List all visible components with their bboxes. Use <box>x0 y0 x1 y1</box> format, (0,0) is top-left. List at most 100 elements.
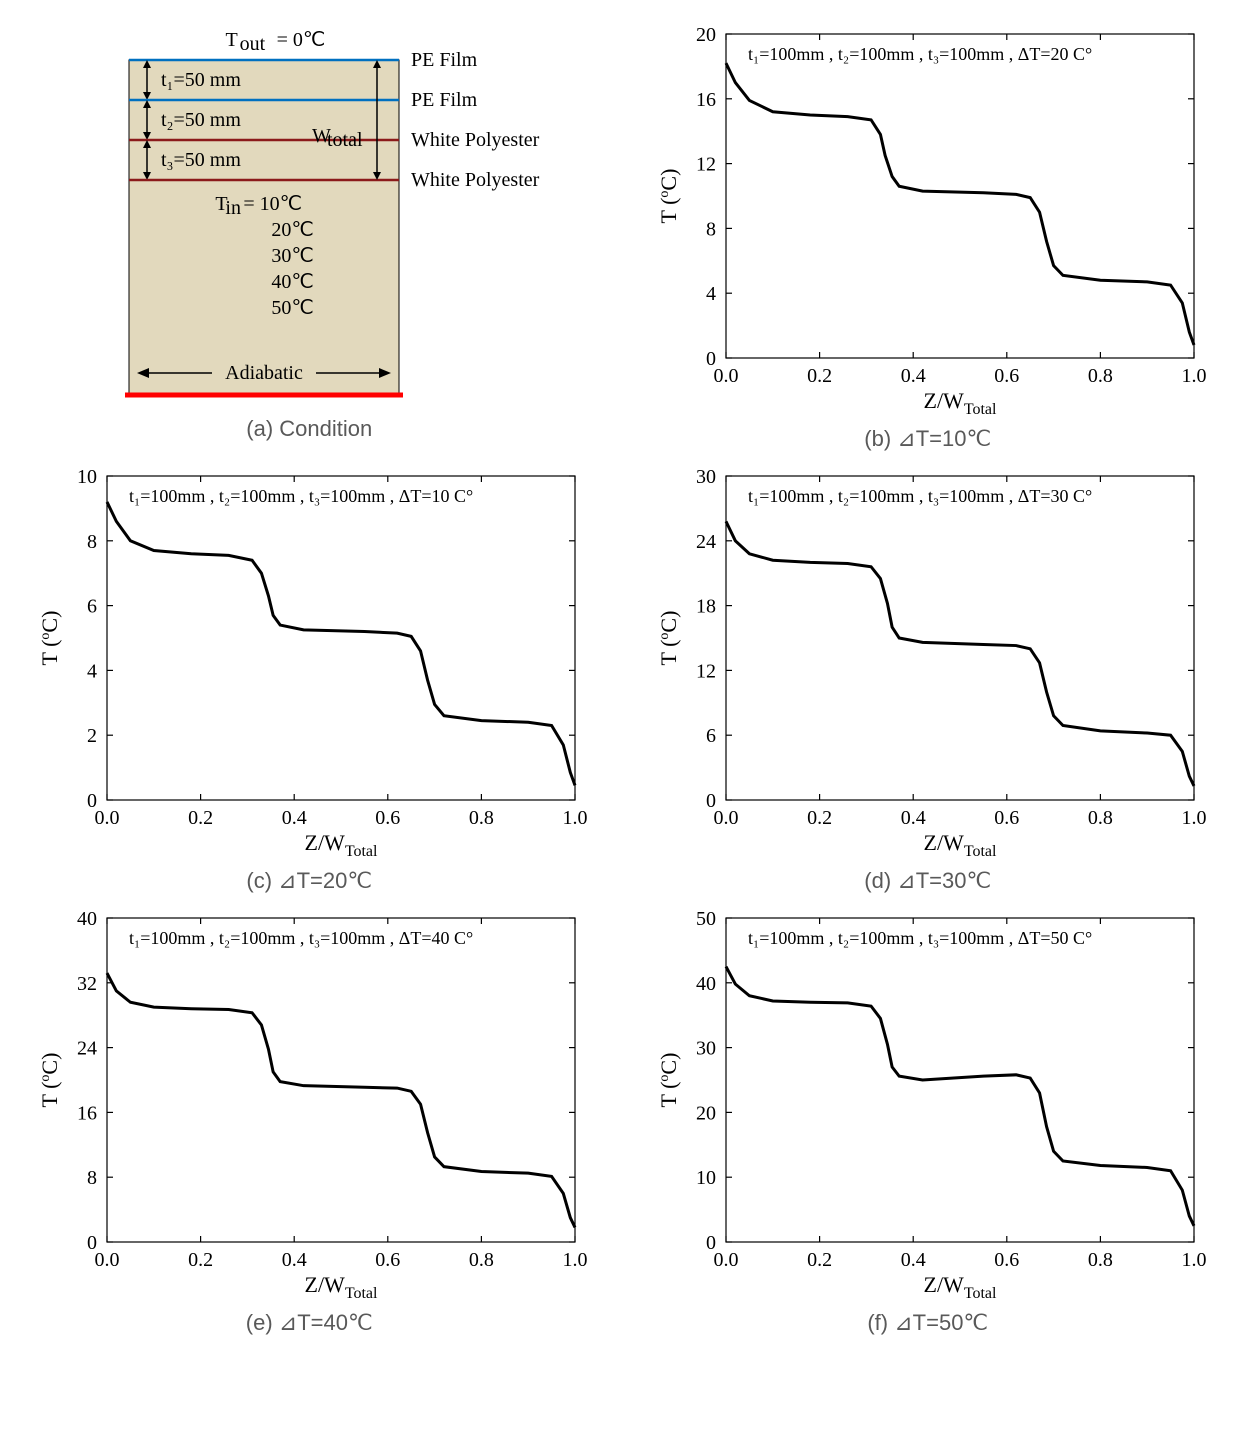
svg-text:0: 0 <box>87 790 97 812</box>
chart-d-svg: 0.0 0.2 0.4 0.6 0.8 1.0 0 6 12 18 24 30 Z/WTotal T (o… <box>648 462 1208 862</box>
svg-text:in: in <box>226 197 242 219</box>
svg-text:6: 6 <box>706 725 716 747</box>
svg-text:0.2: 0.2 <box>188 1249 213 1271</box>
svg-text:0: 0 <box>706 348 716 370</box>
svg-text:1.0: 1.0 <box>1181 807 1206 829</box>
svg-text:T (oC): T (oC) <box>656 1053 681 1108</box>
svg-text:White Polyester: White Polyester <box>411 169 540 191</box>
svg-text:30: 30 <box>696 466 716 488</box>
svg-text:0.6: 0.6 <box>994 1249 1019 1271</box>
svg-text:0.4: 0.4 <box>900 807 925 829</box>
svg-text:t₃=50 mm: t₃=50 mm <box>161 149 241 171</box>
caption-f: (f) ⊿T=50℃ <box>867 1310 988 1336</box>
svg-text:0.8: 0.8 <box>1088 1249 1113 1271</box>
svg-text:10: 10 <box>77 466 97 488</box>
svg-text:0.6: 0.6 <box>994 807 1019 829</box>
svg-text:Z/WTotal: Z/WTotal <box>923 388 997 418</box>
diagram-condition: Tout = 0℃PE Filmt₁=50 mmPE Filmt₂=50 mmW… <box>69 20 549 410</box>
svg-text:0: 0 <box>87 1232 97 1254</box>
svg-text:t₁=100mm , t₂=100mm , t₃=100mm: t₁=100mm , t₂=100mm , t₃=100mm , ΔT=40 C… <box>129 928 473 948</box>
panel-c: 0.00.20.40.60.81.00246810Z/WTotalT (oC)t… <box>10 462 609 894</box>
panel-b: 0.00.20.40.60.81.0048121620Z/WTotalT (oC… <box>629 20 1228 452</box>
svg-text:= 10℃: = 10℃ <box>244 193 303 215</box>
svg-text:0.0: 0.0 <box>713 1249 738 1271</box>
panel-d: 0.0 0.2 0.4 0.6 0.8 1.0 0 6 12 18 24 30 Z/WTotal T (o… <box>629 462 1228 894</box>
svg-text:t₂=50 mm: t₂=50 mm <box>161 109 241 131</box>
svg-text:0.6: 0.6 <box>376 1249 401 1271</box>
svg-text:0.0: 0.0 <box>95 1249 120 1271</box>
svg-text:0.8: 0.8 <box>469 807 494 829</box>
svg-text:Z/WTotal: Z/WTotal <box>923 1272 997 1302</box>
svg-text:PE Film: PE Film <box>411 49 478 71</box>
svg-text:32: 32 <box>77 973 97 995</box>
svg-text:0.0: 0.0 <box>95 807 120 829</box>
svg-text:0.4: 0.4 <box>282 1249 307 1271</box>
chart-c: 0.00.20.40.60.81.00246810Z/WTotalT (oC)t… <box>29 462 589 862</box>
chart-b-svg: 0.00.20.40.60.81.0048121620Z/WTotalT (oC… <box>648 20 1208 420</box>
svg-text:30: 30 <box>696 1038 716 1060</box>
caption-e: (e) ⊿T=40℃ <box>246 1310 373 1336</box>
svg-text:24: 24 <box>696 531 716 553</box>
panel-e: 0.00.20.40.60.81.00816243240Z/WTotalT (o… <box>10 904 609 1336</box>
svg-text:Adiabatic: Adiabatic <box>225 362 303 384</box>
chart-b: 0.00.20.40.60.81.0048121620Z/WTotalT (oC… <box>648 20 1208 420</box>
svg-text:White Polyester: White Polyester <box>411 129 540 151</box>
svg-text:50℃: 50℃ <box>272 297 314 319</box>
svg-text:1.0: 1.0 <box>1181 1249 1206 1271</box>
svg-text:0.8: 0.8 <box>1088 807 1113 829</box>
chart-d: 0.0 0.2 0.4 0.6 0.8 1.0 0 6 12 18 24 30 Z/WTotal T (o… <box>648 462 1208 862</box>
svg-text:20: 20 <box>696 1102 716 1124</box>
svg-text:T (oC): T (oC) <box>656 169 681 224</box>
svg-text:1.0: 1.0 <box>1181 365 1206 387</box>
caption-d: (d) ⊿T=30℃ <box>864 868 991 894</box>
chart-e-svg: 0.00.20.40.60.81.00816243240Z/WTotalT (o… <box>29 904 589 1304</box>
svg-text:Z/WTotal: Z/WTotal <box>305 830 379 860</box>
svg-text:0: 0 <box>706 1232 716 1254</box>
svg-text:0.4: 0.4 <box>900 1249 925 1271</box>
svg-text:T (oC): T (oC) <box>656 611 681 666</box>
svg-text:out: out <box>240 33 266 55</box>
svg-text:12: 12 <box>696 660 716 682</box>
svg-text:t₁=100mm , t₂=100mm , t₃=100mm: t₁=100mm , t₂=100mm , t₃=100mm , ΔT=30 C… <box>748 486 1092 506</box>
svg-text:0.0: 0.0 <box>713 807 738 829</box>
svg-text:t₁=100mm , t₂=100mm , t₃=100mm: t₁=100mm , t₂=100mm , t₃=100mm , ΔT=20 C… <box>748 44 1092 64</box>
svg-text:6: 6 <box>87 596 97 618</box>
svg-text:16: 16 <box>77 1102 97 1124</box>
svg-text:30℃: 30℃ <box>272 245 314 267</box>
chart-c-svg: 0.00.20.40.60.81.00246810Z/WTotalT (oC)t… <box>29 462 589 862</box>
svg-text:1.0: 1.0 <box>563 1249 588 1271</box>
svg-text:24: 24 <box>77 1038 97 1060</box>
svg-text:40: 40 <box>696 973 716 995</box>
svg-text:0.2: 0.2 <box>807 1249 832 1271</box>
svg-text:0.2: 0.2 <box>807 365 832 387</box>
svg-text:Z/WTotal: Z/WTotal <box>305 1272 379 1302</box>
svg-text:12: 12 <box>696 154 716 176</box>
chart-f: 0.0 0.2 0.4 0.6 0.8 1.0 0 10 20 30 40 50 Z/WTotal T (… <box>648 904 1208 1304</box>
svg-text:0.0: 0.0 <box>713 365 738 387</box>
svg-text:T (oC): T (oC) <box>37 611 62 666</box>
svg-text:Z/WTotal: Z/WTotal <box>923 830 997 860</box>
svg-text:0: 0 <box>706 790 716 812</box>
svg-text:50: 50 <box>696 908 716 930</box>
chart-f-svg: 0.0 0.2 0.4 0.6 0.8 1.0 0 10 20 30 40 50 Z/WTotal T (… <box>648 904 1208 1304</box>
svg-text:t₁=100mm , t₂=100mm , t₃=100mm: t₁=100mm , t₂=100mm , t₃=100mm , ΔT=50 C… <box>748 928 1092 948</box>
svg-text:T: T <box>226 29 238 51</box>
svg-text:0.2: 0.2 <box>807 807 832 829</box>
svg-text:0.8: 0.8 <box>469 1249 494 1271</box>
svg-text:40: 40 <box>77 908 97 930</box>
svg-text:10: 10 <box>696 1167 716 1189</box>
svg-text:t₁=100mm , t₂=100mm , t₃=100mm: t₁=100mm , t₂=100mm , t₃=100mm , ΔT=10 C… <box>129 486 473 506</box>
svg-text:0.4: 0.4 <box>282 807 307 829</box>
svg-text:18: 18 <box>696 596 716 618</box>
caption-a: (a) Condition <box>246 416 372 442</box>
caption-c: (c) ⊿T=20℃ <box>246 868 372 894</box>
svg-text:1.0: 1.0 <box>563 807 588 829</box>
svg-text:0.4: 0.4 <box>900 365 925 387</box>
svg-text:t₁=50 mm: t₁=50 mm <box>161 69 241 91</box>
svg-text:0.2: 0.2 <box>188 807 213 829</box>
svg-text:8: 8 <box>87 531 97 553</box>
svg-text:0.6: 0.6 <box>376 807 401 829</box>
panel-a: Tout = 0℃PE Filmt₁=50 mmPE Filmt₂=50 mmW… <box>10 20 609 452</box>
svg-text:PE Film: PE Film <box>411 89 478 111</box>
svg-text:40℃: 40℃ <box>272 271 314 293</box>
